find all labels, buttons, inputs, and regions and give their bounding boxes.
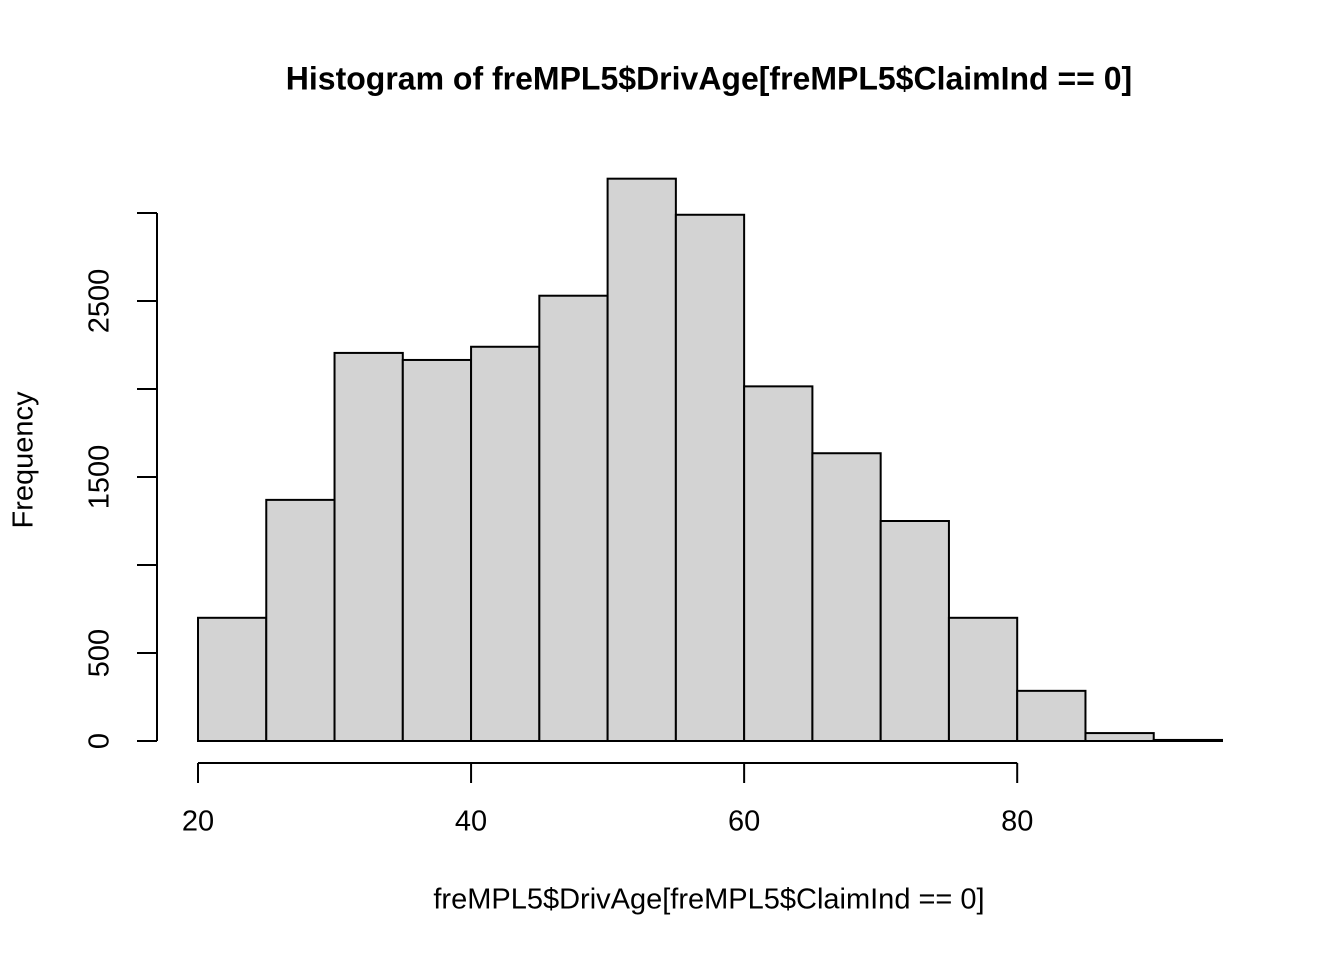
x-axis-label: freMPL5$DrivAge[freMPL5$ClaimInd == 0] xyxy=(433,884,984,916)
y-tick-label: 0 xyxy=(84,733,116,749)
bar xyxy=(1016,689,1087,743)
y-axis-label: Frequency xyxy=(8,391,40,529)
bar xyxy=(197,616,268,742)
x-tick-label: 20 xyxy=(182,806,214,838)
chart-title: Histogram of freMPL5$DrivAge[freMPL5$Cla… xyxy=(286,60,1132,96)
bar xyxy=(674,213,746,742)
bar xyxy=(743,385,814,742)
bar xyxy=(470,345,541,742)
bar xyxy=(538,294,609,742)
bar xyxy=(606,177,677,742)
bar xyxy=(1152,738,1223,742)
bar xyxy=(333,351,404,742)
x-tick-label: 80 xyxy=(1001,806,1033,838)
y-tick-label: 1500 xyxy=(84,445,116,510)
y-tick-label: 500 xyxy=(84,629,116,677)
x-tick-label: 40 xyxy=(455,806,487,838)
bar xyxy=(265,498,336,742)
bar xyxy=(947,616,1019,742)
bar xyxy=(1084,732,1155,743)
x-tick-label: 60 xyxy=(728,806,760,838)
y-tick-label: 2500 xyxy=(84,269,116,334)
bar xyxy=(811,452,882,742)
bar xyxy=(401,358,473,742)
bar xyxy=(879,520,950,742)
